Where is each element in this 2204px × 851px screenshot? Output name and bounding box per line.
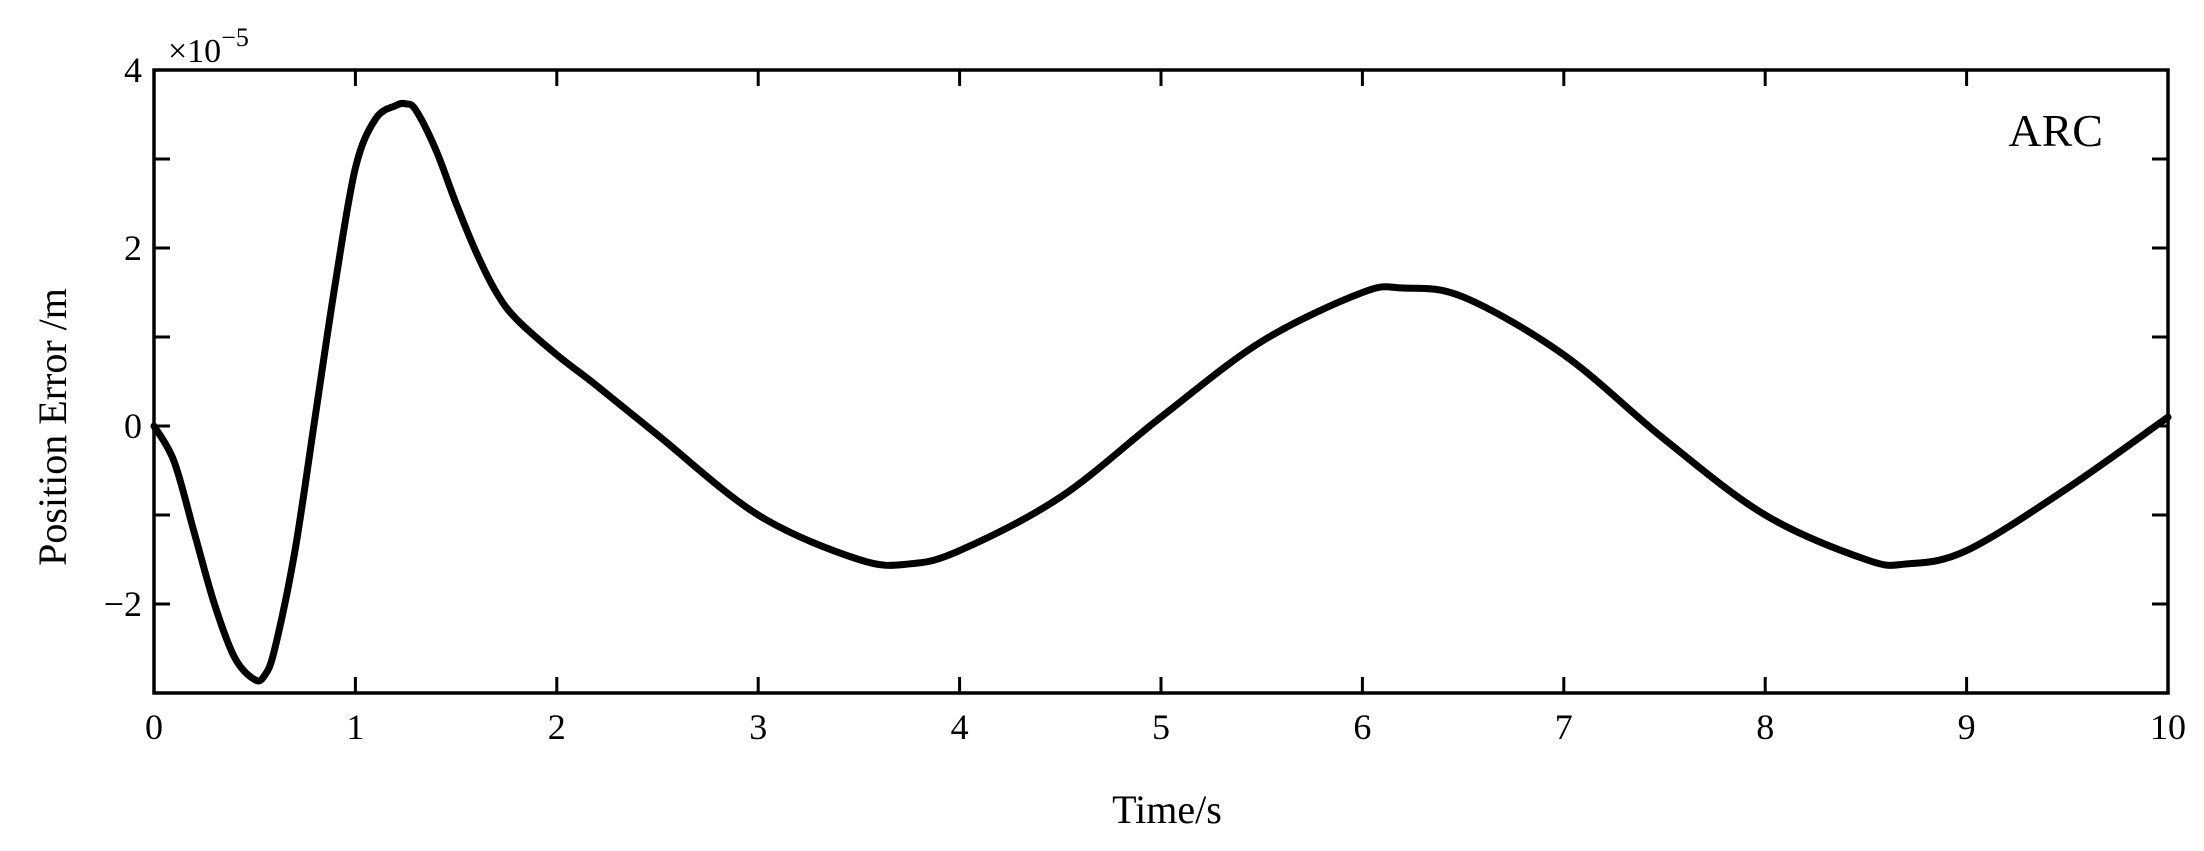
ticks-layer (152, 68, 2170, 695)
x-tick-label: 2 (548, 707, 566, 747)
x-tick-label: 10 (2150, 707, 2186, 747)
x-tick-label: 0 (145, 707, 163, 747)
y-tick-label: 2 (124, 228, 142, 268)
x-tick-label: 8 (1756, 707, 1774, 747)
y-exponent-base: ×10 (168, 33, 221, 70)
x-axis-label: Time/s (1112, 787, 1222, 832)
y-tick-label: 0 (124, 406, 142, 446)
x-tick-label: 3 (749, 707, 767, 747)
x-tick-label: 6 (1353, 707, 1371, 747)
arc-annotation: ARC (2008, 105, 2103, 156)
plot-frame (152, 68, 2170, 695)
y-axis-label: Position Error /m (30, 288, 75, 566)
tick-labels-layer: 0 1 2 3 4 5 6 7 8 9 10 −2 0 2 4 (104, 50, 2186, 747)
y-exponent-label: ×10−5 (168, 23, 249, 70)
x-tick-label: 5 (1152, 707, 1170, 747)
x-tick-label: 7 (1555, 707, 1573, 747)
x-tick-label: 1 (346, 707, 364, 747)
x-tick-label: 4 (951, 707, 969, 747)
y-tick-label: −2 (104, 584, 142, 624)
x-tick-label: 9 (1958, 707, 1976, 747)
y-tick-label: 4 (124, 50, 142, 90)
y-exponent-power: −5 (221, 23, 249, 52)
position-error-line (150, 99, 2172, 685)
